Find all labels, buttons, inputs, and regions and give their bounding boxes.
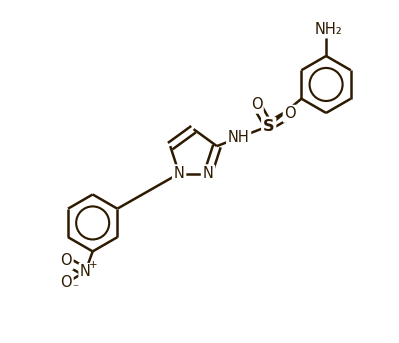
Text: +: +: [89, 260, 97, 270]
Text: N: N: [80, 264, 91, 279]
Text: N: N: [203, 166, 213, 181]
Text: O: O: [61, 275, 72, 290]
Text: NH: NH: [228, 130, 249, 145]
Text: NH₂: NH₂: [314, 22, 342, 37]
Text: S: S: [263, 118, 275, 133]
Text: ⁻: ⁻: [72, 283, 78, 296]
Text: N: N: [174, 166, 185, 181]
Text: O: O: [251, 97, 262, 112]
Text: O: O: [61, 253, 72, 269]
Text: O: O: [284, 106, 296, 121]
